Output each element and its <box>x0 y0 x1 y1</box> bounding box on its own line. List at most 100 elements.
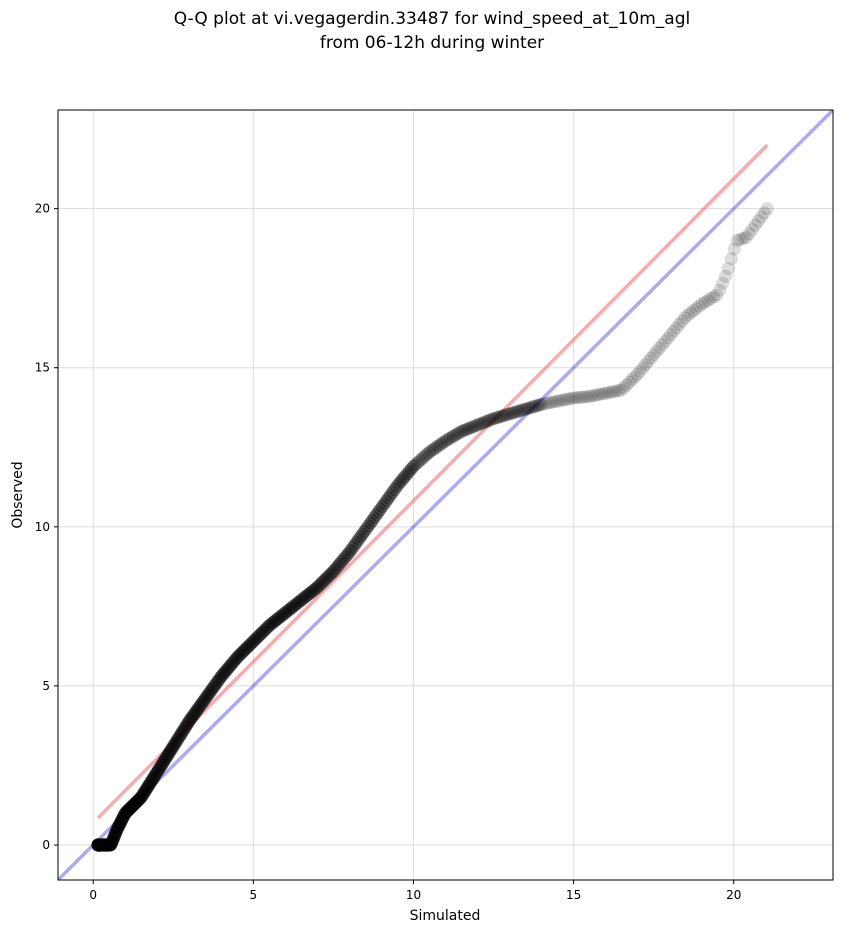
qq-point <box>117 808 131 822</box>
qq-point <box>200 690 214 704</box>
qq-point <box>398 469 412 484</box>
qq-point <box>208 679 222 693</box>
qq-point <box>288 598 302 612</box>
qq-point <box>123 801 137 815</box>
qq-point <box>165 740 180 755</box>
qq-point <box>188 705 203 719</box>
qq-point <box>249 632 263 646</box>
qq-point <box>704 292 718 306</box>
qq-point <box>344 543 358 557</box>
qq-point <box>715 276 730 290</box>
qq-point <box>110 823 124 837</box>
qq-point <box>561 392 575 406</box>
qq-point <box>598 386 612 400</box>
qq-point <box>367 511 381 525</box>
qq-point <box>721 261 736 276</box>
qq-point <box>452 425 467 440</box>
qq-point <box>95 838 109 852</box>
qq-point <box>426 443 440 457</box>
qq-point <box>137 785 152 799</box>
y-tick-label: 15 <box>35 361 50 375</box>
qq-point <box>661 331 675 345</box>
qq-point <box>388 482 402 497</box>
qq-point <box>234 646 248 661</box>
qq-point <box>92 838 106 852</box>
qq-point <box>748 218 762 232</box>
qq-point <box>526 400 540 414</box>
qq-point <box>195 697 209 711</box>
qq-point <box>213 671 227 685</box>
qq-point <box>406 459 421 473</box>
qq-point <box>603 385 617 399</box>
qq-point <box>471 418 485 432</box>
qq-point <box>103 838 117 852</box>
chart-title-line-2: from 06-12h during winter <box>320 33 544 53</box>
qq-point <box>590 388 604 402</box>
chart-title-line-1: Q-Q plot at vi.vegagerdin.33487 for wind… <box>174 9 690 29</box>
qq-point <box>93 838 107 852</box>
qq-point <box>695 297 709 311</box>
qq-point <box>428 441 442 455</box>
qq-point <box>187 707 201 721</box>
qq-point <box>579 390 594 404</box>
qq-point <box>193 698 208 713</box>
qq-point <box>478 415 492 429</box>
qq-point <box>227 654 241 669</box>
qq-point <box>268 614 282 628</box>
qq-point <box>125 800 139 814</box>
qq-point <box>106 832 120 846</box>
qq-point <box>159 750 173 765</box>
qq-point <box>296 591 311 605</box>
qq-point <box>92 838 107 852</box>
qq-point <box>686 303 701 318</box>
qq-point <box>209 677 223 691</box>
qq-point <box>464 420 478 435</box>
qq-point <box>94 838 108 852</box>
qq-point <box>564 391 578 406</box>
qq-point <box>216 668 230 682</box>
qq-point <box>340 548 354 562</box>
x-axis-ticks: 0 5 10 15 20 <box>89 880 741 902</box>
qq-point <box>150 765 164 779</box>
qq-point <box>261 619 276 633</box>
qq-point <box>129 795 143 809</box>
qq-point <box>119 805 133 819</box>
qq-point <box>134 790 148 804</box>
qq-point <box>432 438 447 452</box>
qq-point <box>295 593 309 607</box>
qq-point <box>231 649 245 664</box>
qq-point <box>92 838 106 852</box>
qq-point <box>733 232 747 246</box>
qq-point <box>469 419 483 433</box>
qq-point <box>739 230 753 244</box>
qq-point <box>106 833 120 848</box>
x-tick-label: 15 <box>566 888 581 902</box>
qq-point <box>164 742 179 756</box>
qq-point <box>338 550 352 564</box>
qq-point <box>145 774 159 788</box>
qq-point <box>574 390 588 404</box>
qq-point <box>96 838 110 852</box>
qq-point <box>118 807 132 821</box>
qq-point <box>307 583 321 597</box>
qq-point <box>224 658 238 672</box>
qq-point <box>271 611 285 626</box>
qq-point <box>127 797 141 812</box>
qq-point <box>185 710 199 724</box>
qq-point <box>303 586 318 600</box>
qq-point <box>170 733 184 748</box>
qq-point <box>355 527 370 541</box>
qq-point <box>125 799 140 813</box>
qq-point <box>154 758 168 773</box>
qq-point <box>439 433 453 448</box>
qq-point <box>546 395 560 409</box>
qq-point <box>126 798 140 812</box>
qq-point <box>334 555 348 569</box>
qq-point <box>538 396 553 411</box>
qq-point <box>146 771 161 785</box>
qq-point <box>108 828 122 843</box>
qq-point <box>446 429 460 444</box>
qq-point <box>365 513 379 528</box>
qq-point <box>217 666 231 680</box>
qq-point <box>140 781 154 795</box>
